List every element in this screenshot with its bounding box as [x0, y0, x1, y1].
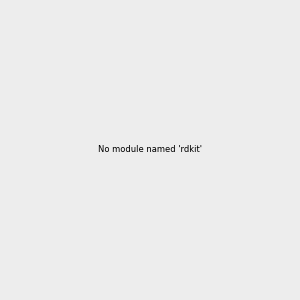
Text: No module named 'rdkit': No module named 'rdkit' — [98, 146, 202, 154]
